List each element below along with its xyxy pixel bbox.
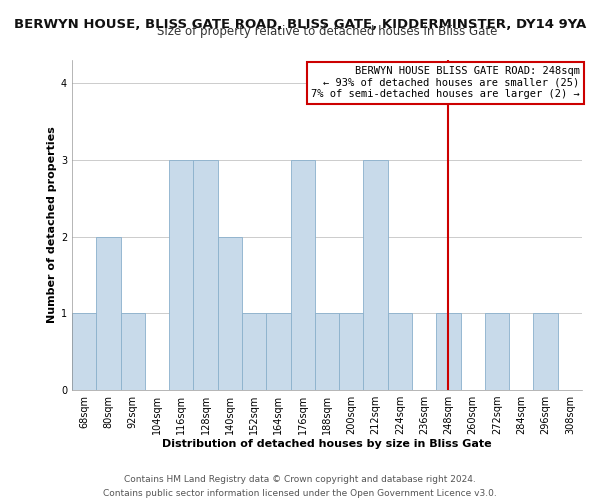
Bar [339,314,364,390]
Bar [193,160,218,390]
Bar [485,314,509,390]
Bar [121,314,145,390]
Bar [290,160,315,390]
Title: Size of property relative to detached houses in Bliss Gate: Size of property relative to detached ho… [157,25,497,38]
X-axis label: Distribution of detached houses by size in Bliss Gate: Distribution of detached houses by size … [162,438,492,448]
Bar [242,314,266,390]
Text: Contains HM Land Registry data © Crown copyright and database right 2024.
Contai: Contains HM Land Registry data © Crown c… [103,476,497,498]
Bar [218,236,242,390]
Bar [315,314,339,390]
Bar [533,314,558,390]
Text: BERWYN HOUSE BLISS GATE ROAD: 248sqm
← 93% of detached houses are smaller (25)
7: BERWYN HOUSE BLISS GATE ROAD: 248sqm ← 9… [311,66,580,100]
Bar [388,314,412,390]
Bar [96,236,121,390]
Y-axis label: Number of detached properties: Number of detached properties [47,126,57,324]
Bar [364,160,388,390]
Bar [169,160,193,390]
Text: BERWYN HOUSE, BLISS GATE ROAD, BLISS GATE, KIDDERMINSTER, DY14 9YA: BERWYN HOUSE, BLISS GATE ROAD, BLISS GAT… [14,18,586,30]
Bar [72,314,96,390]
Bar [266,314,290,390]
Bar [436,314,461,390]
